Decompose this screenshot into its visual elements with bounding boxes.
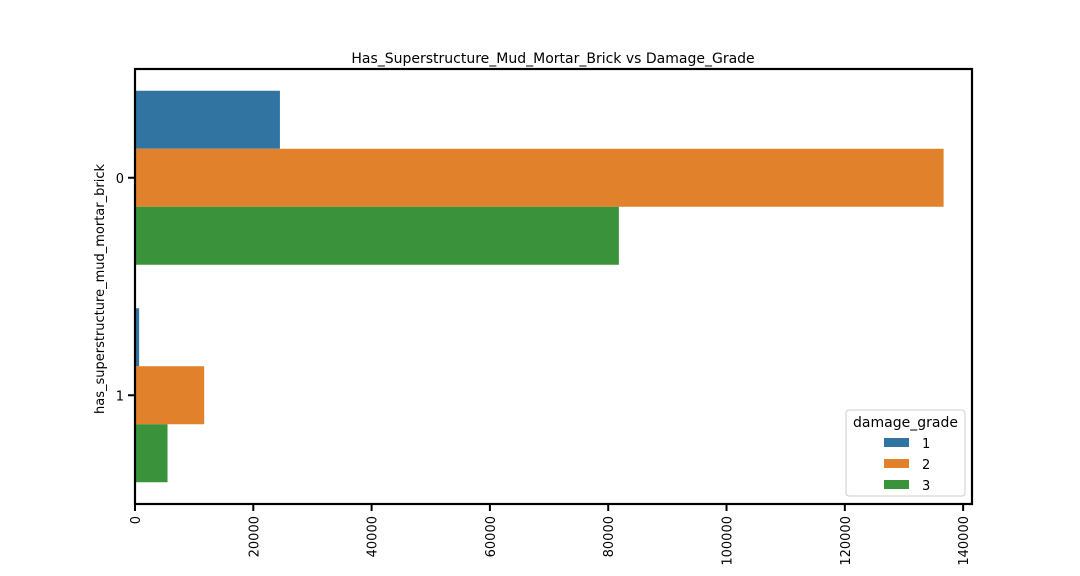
bar-cat1-grade1 (135, 308, 140, 367)
x-tick-label: 100000 (721, 516, 736, 566)
bar-cat1-grade2 (135, 366, 205, 425)
legend: damage_grade 1 2 3 (845, 409, 966, 497)
legend-label-1: 1 (922, 437, 930, 452)
y-axis-label: has_superstructure_mud_mortar_brick (93, 164, 108, 414)
legend-swatch-2 (884, 459, 909, 468)
legend-title: damage_grade (853, 415, 958, 431)
chart-title: Has_Superstructure_Mud_Mortar_Brick vs D… (351, 51, 754, 67)
bar-cat1-grade3 (135, 424, 168, 483)
legend-swatch-1 (884, 438, 909, 447)
x-tick-label: 40000 (366, 516, 381, 557)
bar-cat0-grade3 (135, 206, 619, 265)
x-axis: 0 20000 40000 60000 80000 100000 120000 140000 (129, 504, 972, 566)
bars-group (135, 90, 944, 483)
x-tick-label: 60000 (484, 516, 499, 557)
plot-frame (133, 67, 974, 506)
x-tick-label: 80000 (602, 516, 617, 557)
bar-cat0-grade2 (135, 148, 944, 207)
y-tick-label: 0 (116, 172, 124, 187)
x-tick-label: 0 (129, 516, 144, 524)
legend-swatch-3 (884, 480, 909, 489)
y-tick-label: 1 (116, 389, 124, 404)
x-tick-label: 140000 (957, 516, 972, 566)
x-tick-label: 20000 (247, 516, 262, 557)
legend-label-3: 3 (922, 479, 930, 494)
legend-label-2: 2 (922, 458, 930, 473)
bar-cat0-grade1 (135, 90, 280, 149)
x-tick-label: 120000 (839, 516, 854, 566)
legend-box (845, 409, 966, 497)
y-axis: 01 (116, 172, 135, 404)
